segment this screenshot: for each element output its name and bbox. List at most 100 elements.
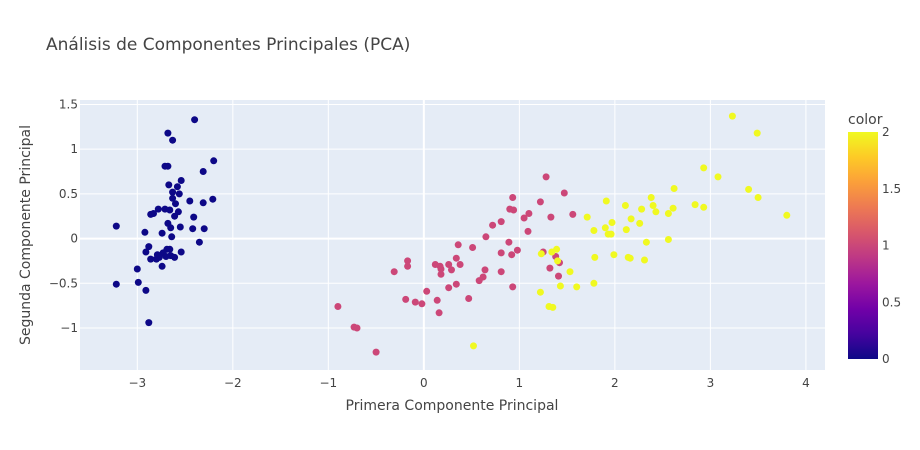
data-point — [209, 195, 217, 203]
colorbar-title: color — [848, 112, 883, 128]
data-point — [591, 253, 599, 261]
data-point — [610, 251, 618, 259]
data-point — [505, 238, 513, 246]
data-point — [555, 272, 562, 280]
colorbar — [848, 132, 878, 359]
data-point — [569, 210, 577, 218]
data-point — [189, 225, 197, 233]
data-point — [566, 268, 574, 276]
data-point — [497, 218, 505, 226]
data-point — [753, 129, 761, 137]
data-point — [573, 283, 581, 291]
data-point — [161, 162, 169, 170]
data-point — [607, 230, 615, 238]
y-tick-label: 0.5 — [59, 187, 78, 201]
data-point — [452, 254, 460, 262]
x-axis-title: Primera Componente Principal — [346, 398, 559, 414]
data-point — [642, 238, 650, 246]
data-point — [168, 233, 176, 241]
data-point — [169, 188, 177, 196]
data-point — [525, 210, 533, 217]
colorbar-tick-label: 0 — [882, 352, 890, 366]
y-tick-label: −1 — [60, 321, 78, 335]
colorbar-tick-label: 1.5 — [882, 182, 901, 196]
data-point — [454, 241, 462, 249]
data-point — [513, 246, 521, 254]
data-point — [641, 256, 648, 264]
data-point — [166, 206, 174, 214]
data-point — [590, 279, 598, 287]
data-point — [437, 265, 445, 273]
data-point — [508, 251, 516, 259]
data-point — [669, 204, 677, 212]
data-point — [622, 226, 630, 234]
x-tick-label: −1 — [319, 376, 337, 390]
data-point — [549, 303, 557, 311]
data-point — [133, 265, 141, 273]
data-point — [431, 261, 439, 268]
data-point — [175, 190, 183, 198]
data-point — [509, 283, 517, 291]
data-point — [158, 229, 166, 237]
data-point — [783, 211, 791, 219]
data-point — [147, 255, 155, 263]
x-tick-label: −3 — [128, 376, 146, 390]
data-point — [754, 194, 762, 201]
data-point — [445, 284, 453, 292]
data-point — [626, 254, 634, 262]
data-point — [536, 288, 544, 296]
data-point — [537, 250, 545, 258]
x-axis-ticks: −3 −2 −1 0 1 2 3 4 — [128, 376, 809, 390]
y-tick-label: 1.5 — [59, 97, 78, 111]
plot-area — [80, 100, 825, 370]
data-point — [169, 136, 177, 144]
data-point — [152, 255, 160, 263]
data-point — [509, 194, 517, 201]
data-point — [402, 295, 410, 303]
data-point — [470, 342, 477, 350]
data-point — [423, 287, 431, 295]
data-point — [433, 296, 441, 304]
x-tick-label: 2 — [611, 376, 619, 390]
data-point — [190, 213, 198, 221]
data-point — [186, 197, 194, 205]
data-point — [166, 245, 174, 253]
data-point — [664, 236, 672, 243]
data-point — [714, 173, 722, 181]
data-point — [649, 202, 657, 209]
data-point — [435, 309, 443, 317]
data-point — [177, 248, 185, 256]
data-point — [448, 266, 455, 274]
data-point — [547, 213, 555, 221]
data-point — [664, 210, 672, 217]
data-point — [465, 295, 473, 302]
data-point — [437, 270, 445, 278]
data-point — [469, 244, 477, 251]
data-point — [404, 257, 412, 265]
y-tick-label: 1 — [70, 142, 78, 156]
data-point — [590, 227, 598, 234]
data-point — [652, 208, 660, 216]
data-point — [134, 278, 142, 286]
x-tick-label: 0 — [420, 376, 428, 390]
data-point — [602, 197, 610, 205]
data-point — [112, 280, 120, 288]
data-point — [199, 168, 207, 175]
data-point — [497, 268, 505, 276]
data-point — [670, 185, 678, 192]
data-point — [481, 266, 489, 274]
data-point — [142, 286, 150, 294]
x-tick-label: 4 — [802, 376, 810, 390]
grid-lines — [80, 100, 825, 370]
data-point — [520, 214, 528, 222]
data-point — [176, 223, 184, 231]
data-point — [167, 224, 175, 232]
data-point — [524, 227, 532, 235]
data-point — [164, 129, 172, 137]
data-point — [608, 219, 616, 226]
data-point — [171, 253, 179, 261]
data-point — [456, 261, 464, 268]
colorbar-tick-label: 2 — [882, 125, 890, 139]
data-point — [452, 280, 460, 288]
